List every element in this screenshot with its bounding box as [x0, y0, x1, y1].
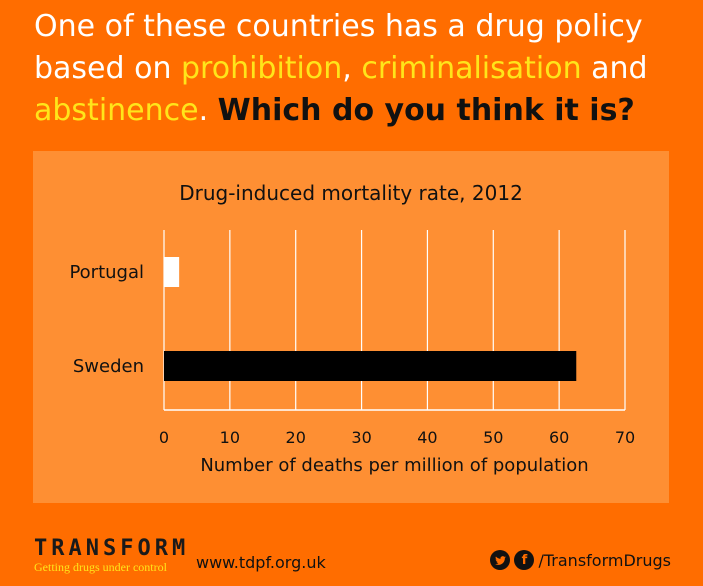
- logo-word: TRANSFORM: [34, 536, 190, 561]
- highlight-prohibition: prohibition: [181, 51, 343, 86]
- chart-title: Drug-induced mortality rate, 2012: [179, 181, 523, 205]
- x-tick-label: 40: [417, 428, 437, 447]
- headline-separator: and: [581, 51, 648, 86]
- website-link[interactable]: www.tdpf.org.uk: [196, 553, 326, 572]
- x-tick-label: 60: [549, 428, 569, 447]
- bar-sweden: [164, 351, 577, 381]
- x-tick-label: 30: [351, 428, 371, 447]
- headline-question: Which do you think it is?: [217, 93, 635, 128]
- headline-separator: ,: [342, 51, 362, 86]
- chart-panel: Drug-induced mortality rate, 2012 0 10 20 3…: [33, 151, 669, 503]
- logo-tagline: Getting drugs under control: [34, 560, 167, 574]
- x-tick-label: 70: [615, 428, 635, 447]
- x-tick-label: 20: [286, 428, 306, 447]
- x-tick-label: 0: [159, 428, 169, 447]
- transform-logo: TRANSFORM Getting drugs under control: [34, 536, 190, 574]
- social-links: f /TransformDrugs: [490, 550, 671, 570]
- headline: One of these countries has a drug policy…: [34, 6, 694, 132]
- headline-intro: One of these countries has a drug policy…: [34, 9, 643, 86]
- facebook-icon[interactable]: f: [514, 550, 535, 570]
- x-axis-label: Number of deaths per million of populati…: [200, 455, 588, 476]
- headline-separator: .: [198, 93, 218, 128]
- x-tick-label: 50: [483, 428, 503, 447]
- category-label: Portugal: [69, 262, 144, 283]
- highlight-criminalisation: criminalisation: [361, 51, 582, 86]
- bar-portugal: [164, 257, 180, 287]
- category-label: Sweden: [73, 356, 144, 377]
- bar-chart: 0 10 20 30 40 50 60 70 Portugal Sweden Number of d…: [69, 230, 635, 476]
- highlight-abstinence: abstinence: [34, 93, 199, 128]
- social-handle[interactable]: /TransformDrugs: [538, 550, 671, 570]
- x-tick-label: 10: [220, 428, 240, 447]
- twitter-icon[interactable]: [490, 550, 511, 570]
